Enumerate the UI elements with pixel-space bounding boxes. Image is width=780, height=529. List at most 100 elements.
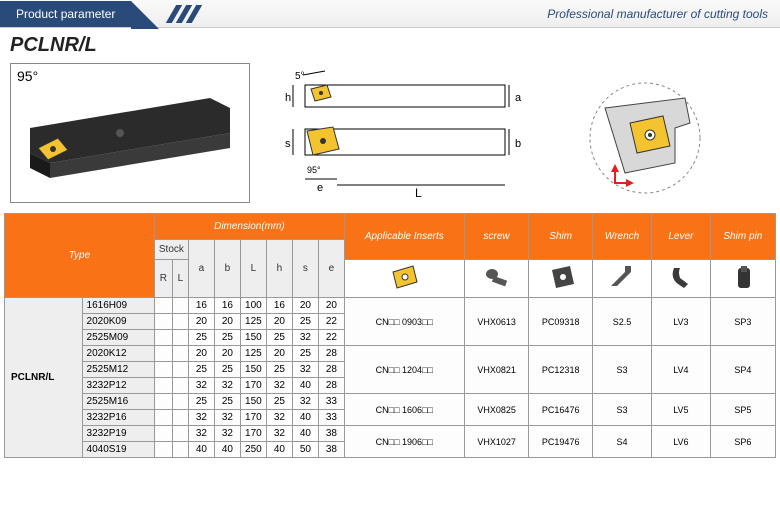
dim-cell: 32 [188,378,214,394]
type-label: PCLNR/L [5,298,83,458]
dim-cell: 25 [214,330,240,346]
dim-cell: 40 [292,426,318,442]
dim-cell: 125 [240,346,266,362]
dim-cell: 38 [318,426,344,442]
acc-shim: PC12318 [529,346,592,394]
dim-cell: 25 [214,394,240,410]
dim-cell: 150 [240,330,266,346]
product-title: PCLNR/L [0,28,780,59]
th-b: b [214,240,240,298]
tool-photo: 95° [10,63,250,203]
dim-cell: 32 [292,394,318,410]
header-tab: Product parameter [0,1,131,27]
dim-cell: 32 [266,378,292,394]
stock-cell [172,394,188,410]
icon-lever [652,260,711,298]
svg-text:L: L [415,186,422,199]
header-stripes [171,5,197,23]
dim-cell: 25 [292,346,318,362]
acc-screw: VHX0825 [464,394,529,426]
dim-cell: 22 [318,314,344,330]
dim-cell: 25 [266,362,292,378]
dim-cell: 150 [240,362,266,378]
th-h: h [266,240,292,298]
dim-cell: 32 [292,330,318,346]
stock-cell [154,298,172,314]
dim-cell: 20 [266,346,292,362]
dimension-svg: 5° h a s b 95° e L [265,67,555,199]
spec-table-wrap: Type Dimension(mm) Applicable Inserts sc… [0,213,780,458]
dim-cell: 20 [188,314,214,330]
dim-cell: 32 [292,362,318,378]
dim-cell: 170 [240,410,266,426]
dim-cell: 20 [266,314,292,330]
header-bar: Product parameter Professional manufactu… [0,0,780,28]
acc-lever: LV4 [652,346,711,394]
svg-text:e: e [317,182,323,194]
th-shim: Shim [529,214,592,260]
acc-lever: LV5 [652,394,711,426]
acc-shim: PC09318 [529,298,592,346]
th-shimpin: Shim pin [710,214,775,260]
acc-shim: PC16476 [529,394,592,426]
dim-cell: 16 [266,298,292,314]
acc-pin: SP3 [710,298,775,346]
dim-cell: 170 [240,378,266,394]
th-inserts: Applicable Inserts [344,214,464,260]
dim-cell: 40 [188,442,214,458]
dim-cell: 20 [318,298,344,314]
th-lever: Lever [652,214,711,260]
spec-table: Type Dimension(mm) Applicable Inserts sc… [4,213,776,458]
stock-cell [172,442,188,458]
dim-cell: 25 [266,394,292,410]
model-cell: 3232P19 [82,426,154,442]
model-cell: 3232P12 [82,378,154,394]
stock-cell [154,346,172,362]
dim-cell: 40 [292,378,318,394]
stock-cell [154,330,172,346]
angle-5-label: 5° [295,71,305,82]
dim-cell: 20 [292,298,318,314]
th-L: L [240,240,266,298]
acc-insert: CN□□ 1606□□ [344,394,464,426]
stock-cell [154,394,172,410]
th-screw: screw [464,214,529,260]
diagram-row: 95° 5° h a s b [0,59,780,213]
table-row: 2525M162525150253233CN□□ 1606□□VHX0825PC… [5,394,776,410]
stock-cell [172,362,188,378]
dim-cell: 25 [292,314,318,330]
model-cell: 2525M09 [82,330,154,346]
model-cell: 2020K09 [82,314,154,330]
stock-cell [154,362,172,378]
th-R: R [154,260,172,298]
svg-text:h: h [285,92,291,104]
acc-insert: CN□□ 1906□□ [344,426,464,458]
stock-cell [154,426,172,442]
stock-cell [154,378,172,394]
table-row: PCLNR/L1616H091616100162020CN□□ 0903□□VH… [5,298,776,314]
acc-screw: VHX0613 [464,298,529,346]
stock-cell [172,314,188,330]
header-tagline: Professional manufacturer of cutting too… [547,7,768,21]
dim-cell: 20 [214,314,240,330]
model-cell: 2020K12 [82,346,154,362]
stock-cell [154,314,172,330]
tool-holder-icon [20,78,240,188]
stock-cell [172,378,188,394]
dim-cell: 33 [318,394,344,410]
th-a: a [188,240,214,298]
dim-cell: 28 [318,362,344,378]
dim-cell: 32 [188,426,214,442]
icon-shimpin [710,260,775,298]
dim-cell: 25 [188,362,214,378]
svg-text:s: s [285,138,291,150]
acc-screw: VHX0821 [464,346,529,394]
model-cell: 2525M12 [82,362,154,378]
dim-cell: 20 [188,346,214,362]
model-cell: 4040S19 [82,442,154,458]
model-cell: 1616H09 [82,298,154,314]
th-wrench: Wrench [592,214,651,260]
acc-pin: SP4 [710,346,775,394]
acc-insert: CN□□ 0903□□ [344,298,464,346]
dim-cell: 25 [188,330,214,346]
